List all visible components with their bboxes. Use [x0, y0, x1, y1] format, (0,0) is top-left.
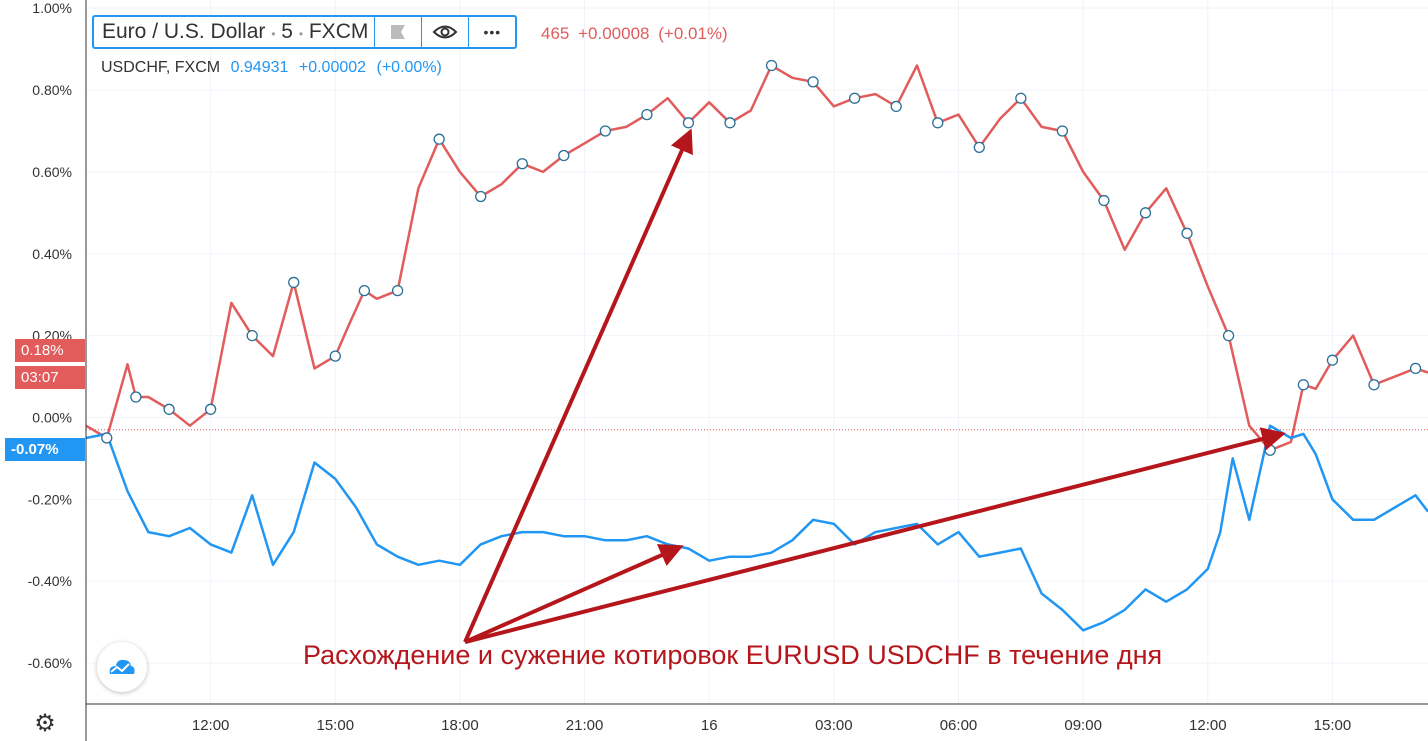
y-tick-label: 0.80% — [32, 82, 72, 98]
eurusd-change-percent: (+0.01%) — [658, 24, 728, 43]
event-marker — [391, 284, 404, 297]
event-marker — [475, 190, 487, 203]
eurusd-countdown-badge: 03:07 — [15, 366, 85, 389]
y-tick-label: -0.40% — [28, 573, 72, 589]
event-marker — [246, 329, 258, 342]
y-tick-label: 1.00% — [32, 0, 72, 16]
legend-divider — [374, 17, 376, 47]
event-marker — [288, 276, 300, 289]
x-tick-label: 12:00 — [1189, 717, 1227, 734]
x-tick-label: 06:00 — [940, 717, 978, 734]
event-marker — [1409, 362, 1422, 375]
series-layer — [85, 64, 1428, 632]
dot-separator: • — [271, 27, 276, 41]
symbol-legend[interactable]: Euro / U.S. Dollar • 5 • FXCM ••• — [92, 15, 518, 49]
event-marker — [973, 141, 985, 153]
event-marker — [433, 133, 445, 145]
annotation-arrow — [464, 427, 1286, 644]
event-marker — [932, 117, 944, 129]
event-marker — [1181, 227, 1193, 239]
y-tick-label: -0.20% — [28, 491, 72, 507]
usdchf-change-percent: (+0.00%) — [376, 59, 442, 76]
annotation-text: Расхождение и сужение котировок EURUSD U… — [303, 640, 1163, 670]
symbol-name: Euro / U.S. Dollar — [102, 20, 266, 43]
x-axis-labels: 12:00 15:00 18:00 21:00 16 03:00 06:00 09:00 12:… — [192, 717, 1352, 734]
settings-gear-icon[interactable]: ⚙ — [34, 710, 56, 737]
legend-divider — [421, 17, 423, 47]
event-marker — [599, 125, 611, 137]
event-marker — [848, 92, 861, 104]
event-marker — [558, 149, 570, 162]
y-tick-label: 0.00% — [32, 409, 72, 425]
annotation-arrows — [463, 128, 1286, 644]
more-options-button[interactable]: ••• — [469, 17, 515, 47]
event-marker — [329, 350, 341, 362]
dot-separator: • — [298, 27, 304, 41]
event-marker — [1056, 125, 1069, 137]
annotation-arrow — [464, 544, 684, 644]
usdchf-symbol: USDCHF, FXCM — [101, 59, 221, 76]
cloud-logo-icon — [109, 659, 135, 674]
x-tick-label: 09:00 — [1064, 717, 1102, 734]
flag-icon — [391, 25, 406, 39]
more-icon: ••• — [483, 24, 502, 40]
x-tick-label: 18:00 — [441, 717, 479, 734]
eye-icon — [432, 25, 458, 39]
exchange-label: FXCM — [308, 20, 369, 43]
annotation-arrow — [463, 128, 693, 643]
event-marker — [890, 100, 902, 113]
event-marker — [204, 403, 217, 415]
usdchf-value-badge: -0.07% — [5, 438, 85, 461]
y-axis-labels: 1.00%0.80%0.60%0.40%0.20%0.00%-0.20%-0.4… — [28, 0, 72, 671]
visibility-button[interactable] — [422, 17, 468, 47]
x-tick-label: 03:00 — [815, 717, 853, 734]
event-marker — [682, 117, 695, 129]
legend-divider — [468, 17, 470, 47]
grid-lines — [86, 0, 1428, 704]
event-marker — [358, 284, 371, 297]
eurusd-values: 465 +0.00008 (+0.01%) — [541, 24, 732, 44]
event-marker — [1264, 444, 1276, 456]
event-marker — [163, 403, 175, 415]
event-marker — [1222, 329, 1235, 342]
usdchf-change: +0.00002 — [298, 59, 367, 76]
usdchf-last-price: 0.94931 — [230, 59, 289, 76]
marker-layer — [101, 59, 1422, 456]
x-tick-label: 15:00 — [317, 717, 355, 734]
y-tick-label: -0.60% — [28, 655, 72, 671]
y-tick-label: 0.40% — [32, 246, 72, 262]
event-marker — [101, 432, 113, 444]
usdchf-legend[interactable]: USDCHF, FXCM 0.94931 +0.00002 (+0.00%) — [101, 59, 442, 77]
flag-button[interactable] — [375, 17, 421, 47]
event-marker — [765, 59, 778, 72]
event-marker — [130, 391, 142, 403]
event-marker — [1015, 92, 1027, 104]
event-marker — [1297, 379, 1310, 391]
event-marker — [516, 158, 528, 170]
event-marker — [1098, 194, 1110, 207]
symbol-title[interactable]: Euro / U.S. Dollar • 5 • FXCM — [94, 20, 374, 44]
x-tick-label: 12:00 — [192, 717, 230, 734]
event-marker — [1139, 207, 1152, 219]
y-tick-label: 0.60% — [32, 164, 72, 180]
event-marker — [807, 76, 819, 88]
interval-label: 5 — [281, 20, 293, 43]
usdchf-line — [85, 424, 1428, 632]
eurusd-value-badge: 0.18% — [15, 339, 85, 362]
event-marker — [724, 117, 736, 129]
eurusd-change: +0.00008 — [578, 24, 650, 43]
tradingview-logo-button[interactable] — [97, 642, 147, 692]
x-tick-label: 21:00 — [566, 717, 604, 734]
event-marker — [1368, 379, 1380, 391]
axes — [85, 0, 1428, 741]
x-tick-label: 15:00 — [1314, 717, 1352, 734]
eurusd-last-price: 465 — [541, 24, 570, 43]
event-marker — [1326, 354, 1339, 366]
eurusd-line — [85, 64, 1428, 452]
x-tick-label: 16 — [701, 717, 718, 734]
event-marker — [641, 108, 653, 121]
